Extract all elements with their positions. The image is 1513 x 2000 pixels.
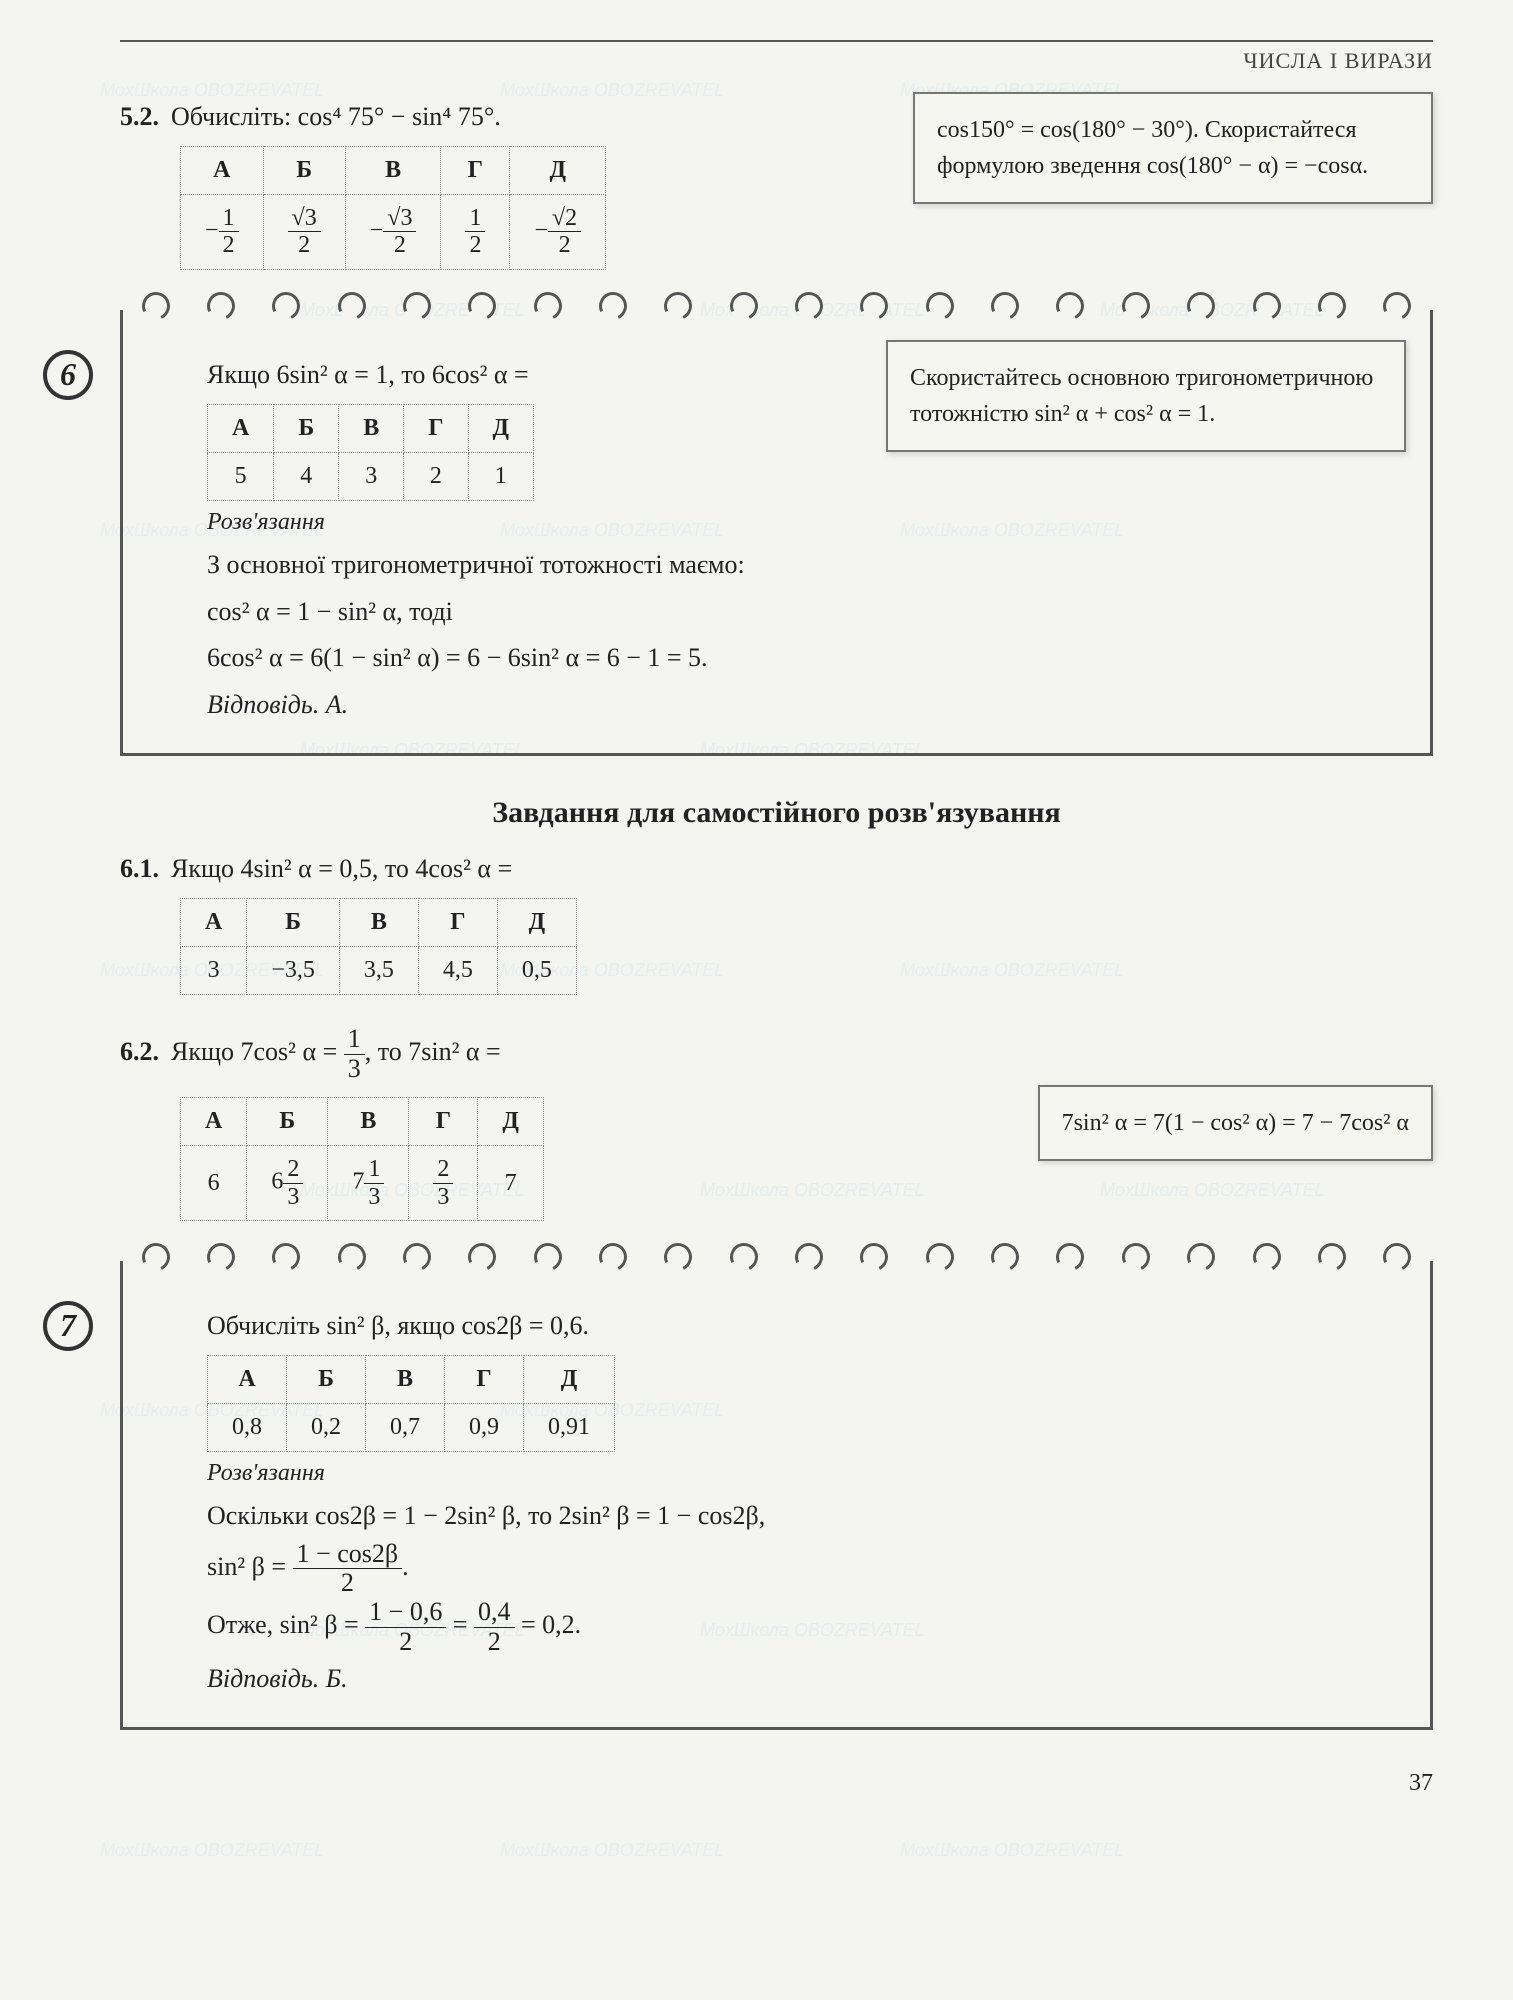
problem-6-1: 6.1. Якщо 4sin² α = 0,5, то 4cos² α = А … [120,854,1433,995]
problem-text: Якщо 6sin² α = 1, то 6cos² α = [207,360,529,389]
option-cell: 713 [328,1146,409,1221]
option-cell: 6 [181,1146,247,1221]
header-label: ЧИСЛА І ВИРАЗИ [120,48,1433,74]
option-header: Б [247,1098,328,1146]
problem-6-2: 6.2. Якщо 7cos² α = 13, то 7sin² α = 7si… [120,1025,1433,1221]
option-cell: 0,5 [497,946,576,994]
worked-example-7: 7 Обчисліть sin² β, якщо cos2β = 0,6. А … [120,1261,1433,1730]
option-header: Д [468,404,534,452]
option-cell: −12 [181,195,264,270]
option-header: Д [524,1355,615,1403]
option-header: В [328,1098,409,1146]
problem-number: 6.2. [120,1037,159,1067]
option-cell: 3 [339,452,404,500]
circled-number: 6 [43,350,93,400]
option-header: В [366,1355,445,1403]
option-header: В [339,404,404,452]
option-cell: 3 [181,946,247,994]
problem-text: Обчисліть: cos⁴ 75° − sin⁴ 75°. [171,102,501,131]
option-header: Г [418,898,497,946]
spiral-binding [123,1243,1430,1271]
option-header: А [181,147,264,195]
hint-box: Скористайтесь основною тригонометричною … [886,340,1406,452]
option-cell: 0,7 [366,1403,445,1451]
answer-table: А Б В Г Д 0,8 0,2 0,7 0,9 0,91 [207,1355,615,1452]
solution-line: 6cos² α = 6(1 − sin² α) = 6 − 6sin² α = … [207,635,1406,682]
hint-box: cos150° = cos(180° − 30°). Скористайтеся… [913,92,1433,204]
solution-line: Оскільки cos2β = 1 − 2sin² β, то 2sin² β… [207,1493,1406,1540]
solution-line: cos² α = 1 − sin² α, тоді [207,589,1406,636]
problem-number: 5.2. [120,102,159,132]
option-header: А [181,898,247,946]
option-header: Д [478,1098,544,1146]
answer-table: А Б В Г Д −12 √32 −√32 12 −√22 [180,146,606,270]
option-header: Б [274,404,339,452]
option-cell: 7 [478,1146,544,1221]
solution-line: З основної тригонометричної тотожності м… [207,542,1406,589]
option-cell: 4,5 [418,946,497,994]
answer-line: Відповідь. А. [207,682,1406,729]
option-header: Б [263,147,345,195]
answer-table: А Б В Г Д 3 −3,5 3,5 4,5 0,5 [180,898,577,995]
option-header: Г [404,404,468,452]
hint-text: cos150° = cos(180° − 30°). Скористайтеся… [937,117,1368,179]
option-header: Д [510,147,606,195]
option-header: Б [247,898,340,946]
option-header: Г [409,1098,478,1146]
option-cell: 4 [274,452,339,500]
option-cell: 2 [404,452,468,500]
option-cell: 12 [441,195,510,270]
solution-line: sin² β = 1 − cos2β2. [207,1540,1406,1598]
option-cell: −√32 [345,195,441,270]
option-cell: −√22 [510,195,606,270]
hint-text: Скористайтесь основною тригонометричною … [910,365,1373,427]
option-cell: 0,9 [445,1403,524,1451]
option-header: А [208,404,274,452]
option-cell: 3,5 [339,946,418,994]
option-header: В [345,147,441,195]
solution-label: Розв'язання [207,1460,1406,1487]
option-header: А [181,1098,247,1146]
option-cell: 0,2 [287,1403,366,1451]
option-cell: 1 [468,452,534,500]
answer-table: А Б В Г Д 6 623 713 23 7 [180,1097,544,1221]
option-header: Г [441,147,510,195]
problem-text: Якщо 4sin² α = 0,5, то 4cos² α = [171,854,512,883]
problem-text: Якщо 7cos² α = 13, то 7sin² α = [171,1037,501,1066]
option-cell: √32 [263,195,345,270]
watermark-text: MoxШкола OBOZREVATEL [500,80,725,101]
option-cell: 0,91 [524,1403,615,1451]
problem-text: Обчисліть sin² β, якщо cos2β = 0,6. [207,1311,589,1340]
option-header: Г [445,1355,524,1403]
option-cell: 5 [208,452,274,500]
option-cell: 23 [409,1146,478,1221]
section-title: Завдання для самостійного розв'язування [120,796,1433,830]
option-header: Б [287,1355,366,1403]
circled-number: 7 [43,1301,93,1351]
header-rule [120,40,1433,42]
answer-table: А Б В Г Д 5 4 3 2 1 [207,404,534,501]
option-header: В [339,898,418,946]
problem-number: 6.1. [120,854,159,884]
solution-body: З основної тригонометричної тотожності м… [207,542,1406,729]
solution-label: Розв'язання [207,509,1406,536]
answer-line: Відповідь. Б. [207,1656,1406,1703]
solution-body: Оскільки cos2β = 1 − 2sin² β, то 2sin² β… [207,1493,1406,1703]
solution-line: Отже, sin² β = 1 − 0,62 = 0,42 = 0,2. [207,1598,1406,1656]
worked-example-6: 6 Якщо 6sin² α = 1, то 6cos² α = Скорист… [120,310,1433,756]
watermark-text: MoxШкола OBOZREVATEL [100,1840,325,1861]
watermark-text: MoxШкола OBOZREVATEL [100,80,325,101]
watermark-text: MoxШкола OBOZREVATEL [500,1840,725,1861]
problem-5-2: 5.2. Обчисліть: cos⁴ 75° − sin⁴ 75°. cos… [120,102,1433,270]
option-cell: 623 [247,1146,328,1221]
option-header: А [208,1355,287,1403]
hint-text: 7sin² α = 7(1 − cos² α) = 7 − 7cos² α [1062,1110,1409,1136]
watermark-text: MoxШкола OBOZREVATEL [900,1840,1125,1861]
option-cell: −3,5 [247,946,340,994]
option-cell: 0,8 [208,1403,287,1451]
hint-box: 7sin² α = 7(1 − cos² α) = 7 − 7cos² α [1038,1085,1433,1161]
page-number: 37 [120,1770,1433,1797]
spiral-binding [123,292,1430,320]
option-header: Д [497,898,576,946]
